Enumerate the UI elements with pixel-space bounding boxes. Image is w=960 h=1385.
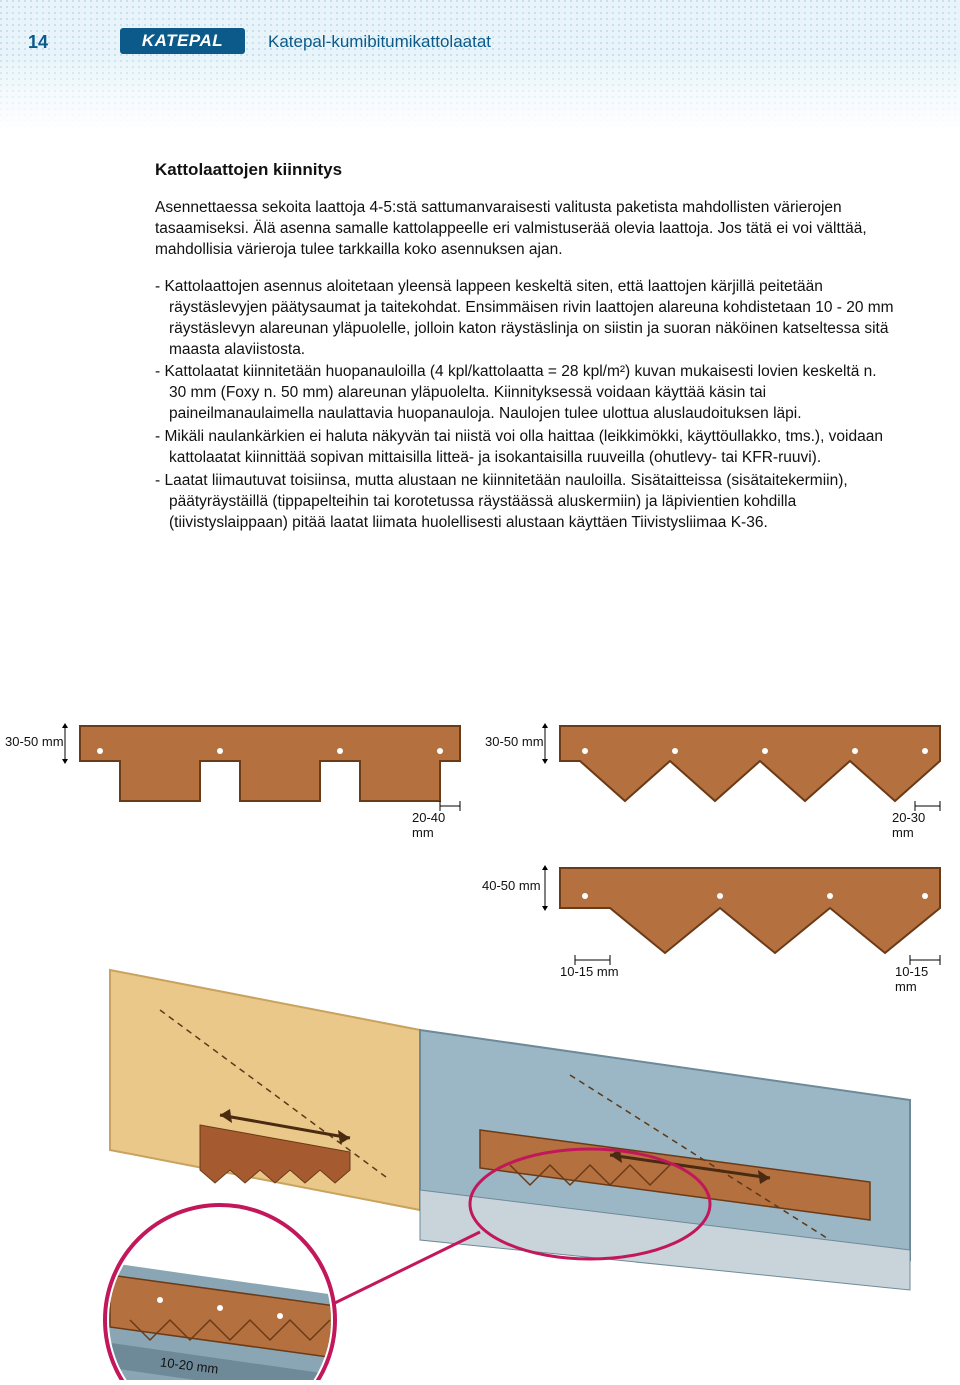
dim-foxy-left: 40-50 mm: [482, 878, 541, 893]
dim-jazzy-right: 20-30 mm: [892, 810, 950, 840]
bullet-item: - Mikäli naulankärkien ei haluta näkyvän…: [155, 427, 895, 469]
dim-rocky-right: 20-40 mm: [412, 810, 470, 840]
intro-text: Asennettaessa sekoita laattoja 4-5:stä s…: [155, 198, 895, 261]
shingle-diagram-jazzy: Jazzy, Katrilli, Classic KL 30-50 mm 20-…: [500, 706, 950, 831]
bullet-item: - Kattolaattojen asennus aloitetaan ylee…: [155, 277, 895, 361]
dim-jazzy-left: 30-50 mm: [485, 734, 544, 749]
dim-rocky-left: 30-50 mm: [5, 734, 64, 749]
page-number: 14: [28, 32, 48, 53]
shingle-label-foxy: Foxy: [730, 852, 758, 867]
header-title: Katepal-kumibitumikattolaatat: [268, 32, 491, 52]
bullet-list: - Kattolaattojen asennus aloitetaan ylee…: [155, 277, 895, 534]
installation-illustration: 10-20 mm: [50, 960, 930, 1330]
katepal-logo: KATEPAL: [120, 28, 245, 54]
bullet-item: - Laatat liimautuvat toisiinsa, mutta al…: [155, 471, 895, 534]
shingle-diagram-rocky: Rocky 30-50 mm 20-40 mm: [20, 706, 470, 831]
header-dotted-bg: [0, 0, 960, 130]
section-title: Kattolaattojen kiinnitys: [155, 160, 895, 180]
bullet-item: - Kattolaatat kiinnitetään huopanauloill…: [155, 362, 895, 425]
shingle-label-rocky: Rocky: [240, 710, 276, 725]
shingle-label-jazzy: Jazzy, Katrilli, Classic KL: [670, 710, 814, 725]
body-content: Kattolaattojen kiinnitys Asennettaessa s…: [155, 160, 895, 536]
